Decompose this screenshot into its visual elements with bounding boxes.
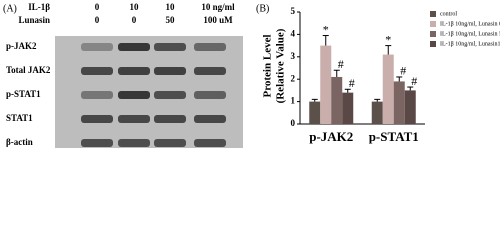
x-tick-label: p-JAK2: [309, 129, 353, 144]
blot-band: [194, 67, 226, 75]
bar: [371, 101, 383, 124]
figure: (A) (B) Protein Level (Relative Value) I…: [3, 2, 500, 148]
bar: [309, 101, 321, 124]
treatment-value: 0: [95, 15, 100, 25]
legend-label: control: [440, 11, 457, 17]
blot-band: [194, 139, 226, 147]
blot-label: Total JAK2: [6, 65, 51, 75]
y-axis-title: Protein Level (Relative Value): [262, 28, 287, 103]
bar: [404, 90, 416, 124]
bar: [382, 54, 394, 125]
panel-label: (A): [3, 3, 17, 14]
treatment-value: 50: [166, 15, 176, 25]
legend-swatch: [430, 31, 436, 37]
y-tick-label: 2: [291, 73, 296, 83]
blot-band: [118, 43, 150, 51]
y-axis-title-line: (Relative Value): [275, 28, 287, 103]
treatment-value: 10: [166, 2, 176, 12]
blot-band: [118, 115, 150, 123]
treatment-value: 10 ng/ml: [201, 2, 235, 12]
treatment-name: Lunasin: [18, 15, 50, 25]
bar: [342, 92, 354, 124]
bar: [393, 81, 405, 124]
blot-band: [118, 91, 150, 99]
legend-swatch: [430, 41, 436, 47]
blot-band: [194, 43, 226, 51]
y-tick-label: 4: [291, 28, 296, 38]
y-tick-label: 1: [291, 96, 296, 106]
blot-band: [154, 115, 186, 123]
x-tick-label: p-STAT1: [369, 129, 419, 144]
blot-band: [81, 67, 113, 75]
blot-band: [118, 139, 150, 147]
annotation: *: [323, 22, 329, 36]
blot-band: [154, 139, 186, 147]
panel-label: (B): [256, 3, 269, 14]
legend-swatch: [430, 11, 436, 17]
legend-swatch: [430, 21, 436, 27]
blot-band: [81, 115, 113, 123]
blot-band: [81, 139, 113, 147]
y-tick-label: 5: [291, 6, 296, 16]
bar: [320, 45, 332, 124]
blot-band: [81, 91, 113, 99]
blot-band: [81, 43, 113, 51]
treatment-value: 100 uM: [203, 15, 233, 25]
annotation: #: [338, 57, 344, 71]
blot-label: β-actin: [6, 137, 33, 147]
treatment-name: IL-1β: [28, 2, 50, 12]
annotation: #: [400, 64, 406, 78]
bar: [331, 76, 343, 124]
blot-band: [154, 67, 186, 75]
blot-band: [194, 91, 226, 99]
treatment-value: 0: [132, 15, 137, 25]
legend-label: IL-1β 10ng/ml, Lunasin 0uM: [440, 21, 500, 27]
y-tick-label: 3: [291, 51, 296, 61]
legend-label: IL-1β 10ng/ml, Lunasin 50uM: [440, 31, 500, 37]
blot-label: p-STAT1: [6, 89, 41, 99]
annotation: #: [411, 74, 417, 88]
blot-band: [194, 115, 226, 123]
treatment-value: 0: [95, 2, 100, 12]
blot-band: [154, 43, 186, 51]
y-axis-title-line: Protein Level: [262, 34, 274, 97]
treatment-value: 10: [130, 2, 140, 12]
blot-label: STAT1: [6, 113, 33, 123]
annotation: #: [349, 76, 355, 90]
legend-label: IL-1β 10ng/ml, Lunasin100 uM: [440, 41, 500, 47]
blot-band: [118, 67, 150, 75]
blot-band: [154, 91, 186, 99]
y-tick-label: 0: [291, 118, 296, 128]
blot-label: p-JAK2: [6, 41, 37, 51]
annotation: *: [385, 32, 391, 46]
